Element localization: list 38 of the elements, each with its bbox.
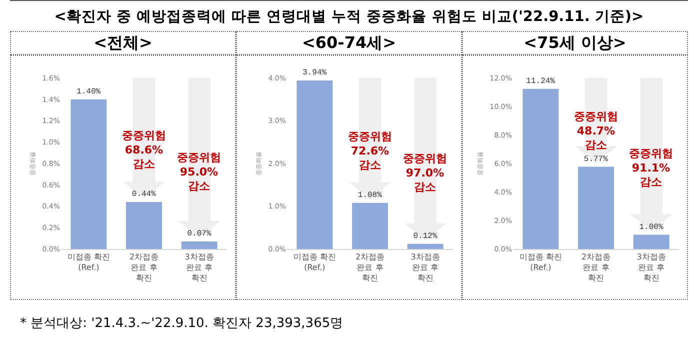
annotation: 중증위험 48.7% 감소 [574,110,618,152]
x-tick-label: 3차접종 완료 후 확진 [184,252,214,282]
x-tick-label: 2차접종 완료 후 확진 [581,252,611,282]
chart-title: <75세 이상> [462,31,688,55]
chart-title: <전체> [10,31,236,55]
data-label: 11.24% [526,76,556,86]
data-label: 0.07% [187,230,212,239]
x-tick-label: 3차접종 완료 후 확진 [410,252,440,282]
text: <확진자 중 예방접종력에 따른 연령대별 누적 중증화율 위험도 비교('22.9.11. 기준)> [10,0,688,31]
text: * 분석대상: '21.4.3.~'22.9.10. 확진자 23,393,365명 [20,315,344,332]
bar [633,234,670,249]
data-label: 0.12% [413,232,438,241]
data-label: 5.77% [584,154,608,164]
data-label: 1.08% [358,190,382,200]
x-tick-label: 미접종 확진 (Ref.) [293,252,336,272]
data-label: 1.40% [76,87,101,96]
x-tick-label: 3차접종 완료 후 확진 [636,252,666,282]
chart-title: <60-74세> [236,31,462,55]
annotation: 중증위험 68.6% 감소 [122,129,166,171]
bar [70,99,107,249]
annotation: 중증위험 95.0% 감소 [177,151,221,193]
x-tick-label: 미접종 확진 (Ref.) [519,252,562,272]
data-label: 0.44% [132,190,156,199]
x-tick-label: 미접종 확진 (Ref.) [67,252,110,272]
bar [578,166,614,249]
bar [181,242,218,249]
bar [352,202,388,249]
bar [407,244,444,249]
bar [126,202,162,249]
bar [522,88,559,249]
data-label: 1.00% [639,222,664,232]
annotation: 중증위험 91.1% 감소 [629,147,673,189]
x-tick-label: 2차접종 완료 후 확진 [355,252,385,282]
bar [296,80,333,249]
data-label: 3.94% [302,68,327,78]
x-tick-label: 2차접종 완료 후 확진 [129,252,159,282]
annotation: 중증위험 72.6% 감소 [348,130,392,172]
annotation: 중증위험 97.0% 감소 [403,152,447,194]
